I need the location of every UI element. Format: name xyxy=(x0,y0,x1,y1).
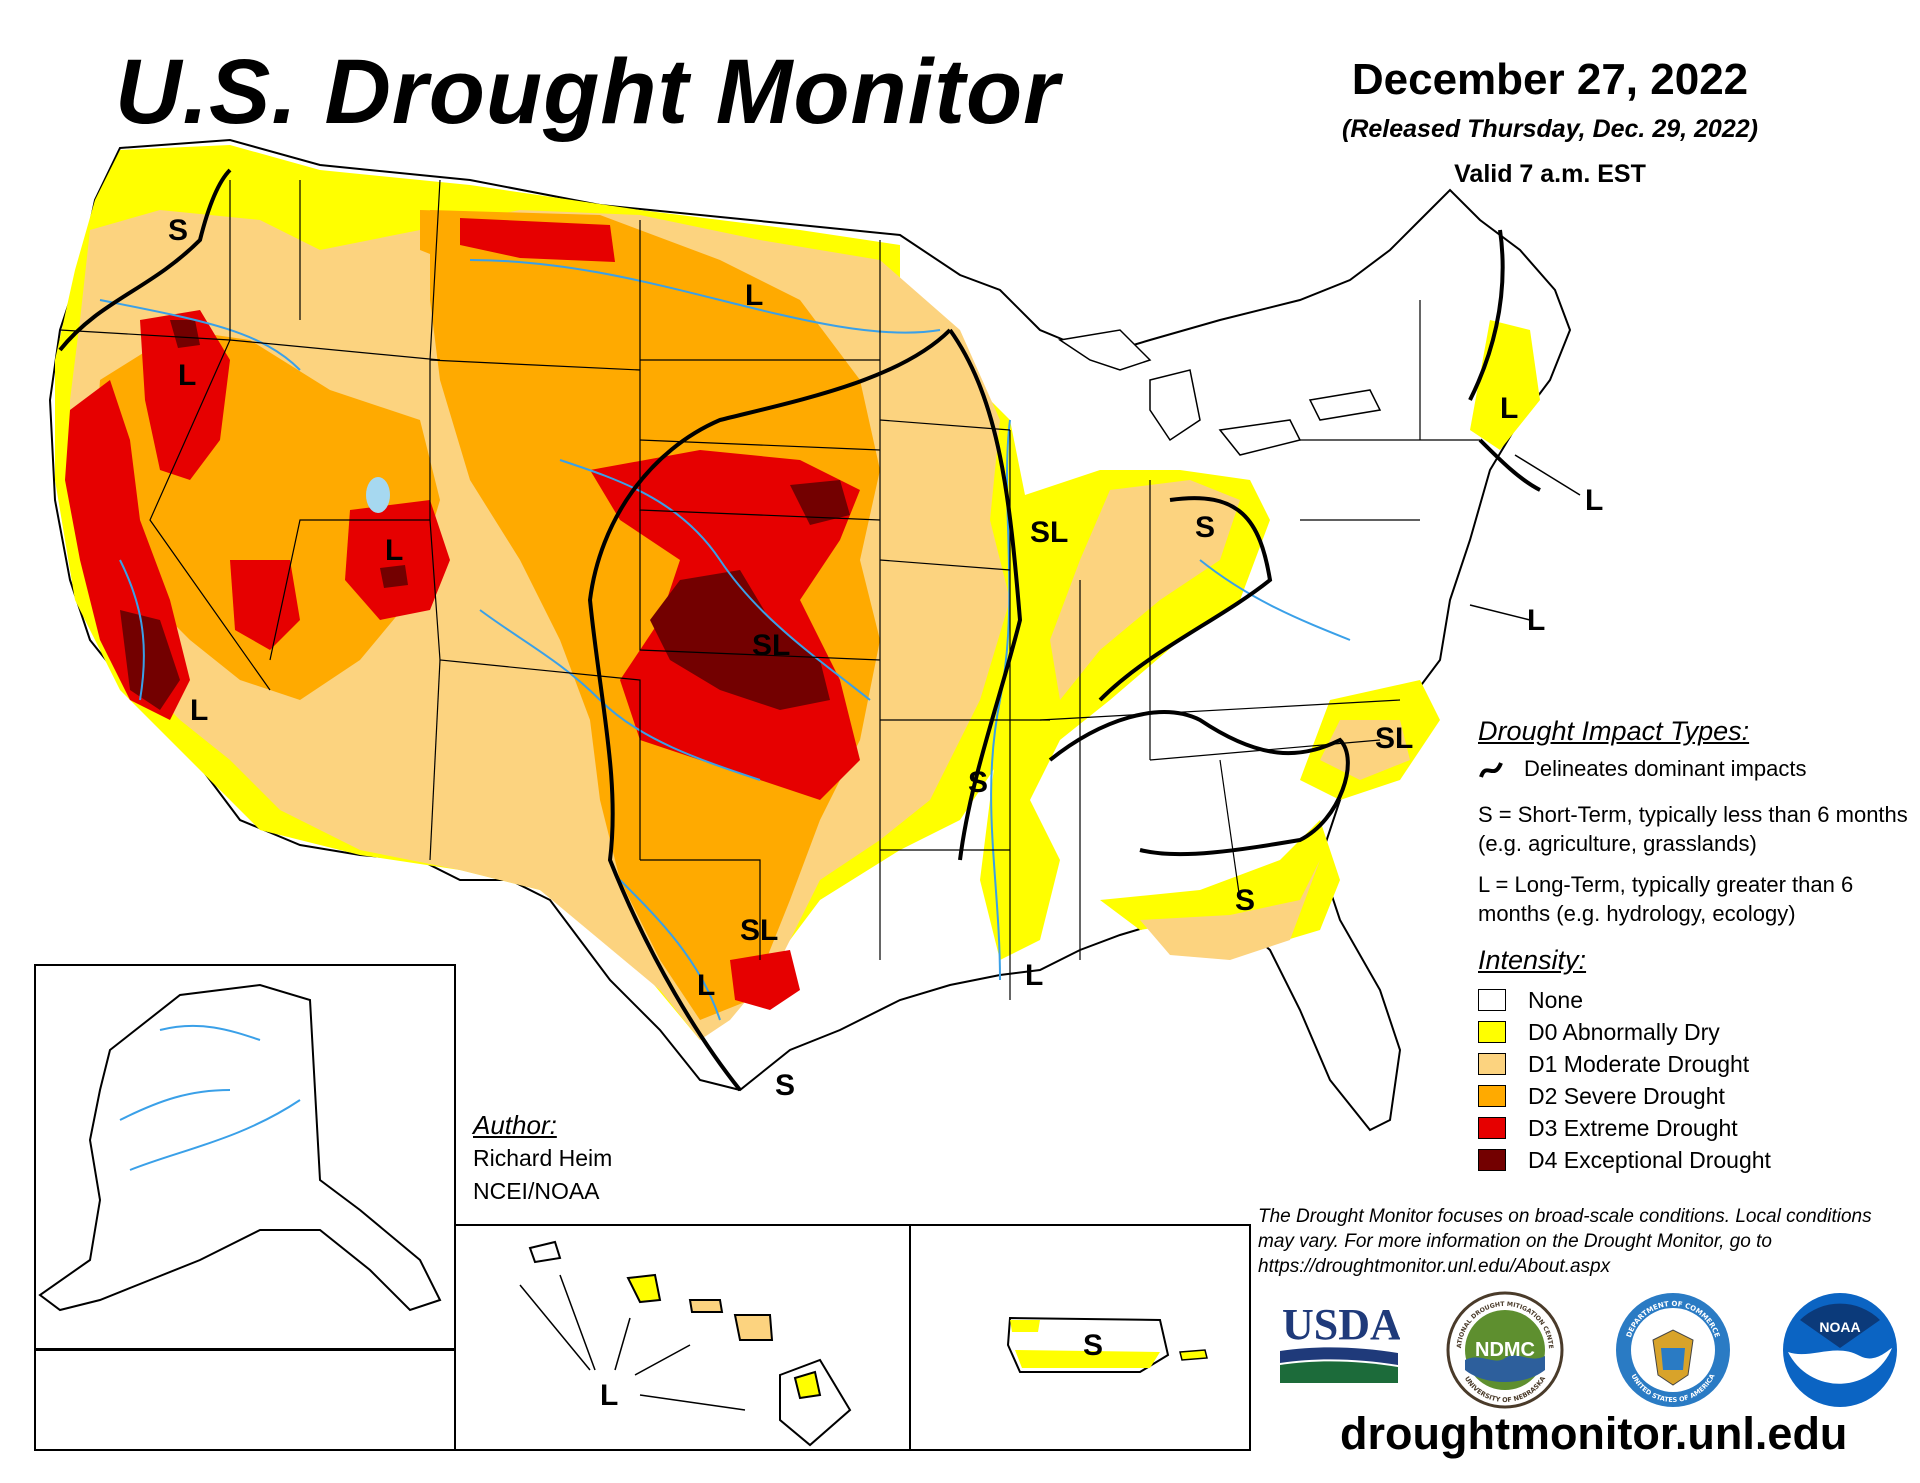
label-plains: SL xyxy=(752,629,790,662)
noaa-logo-text: NOAA xyxy=(1819,1319,1860,1335)
legend-item-d4: D4 Exceptional Drought xyxy=(1478,1146,1771,1174)
legend-item-label: D3 Extreme Drought xyxy=(1528,1114,1738,1141)
legend-swatch xyxy=(1478,1149,1506,1171)
legend-item-d0: D0 Abnormally Dry xyxy=(1478,1018,1720,1046)
label-puerto-rico: S xyxy=(1083,1329,1103,1362)
great-lakes xyxy=(1058,329,1382,456)
legend-item-d3: D3 Extreme Drought xyxy=(1478,1114,1738,1142)
legend-item-label: D4 Exceptional Drought xyxy=(1528,1146,1771,1173)
ndmc-logo-text: NDMC xyxy=(1475,1339,1535,1361)
inset-frames xyxy=(34,964,1251,1451)
d1-region-gulf xyxy=(1140,860,1320,960)
d4-region-california xyxy=(120,610,180,710)
delineation-line-icon xyxy=(1479,762,1503,778)
release-date: (Released Thursday, Dec. 29, 2022) xyxy=(1342,115,1758,143)
d3-region-utah xyxy=(345,500,450,620)
usda-logo-text: USDA xyxy=(1282,1300,1400,1349)
map-labels: S L L L L SL SL L S L S SL S S SL L L L xyxy=(168,214,1603,1102)
author-heading: Author: xyxy=(473,1110,557,1140)
legend-impact-line-label: Delineates dominant impacts xyxy=(1524,756,1807,781)
legend-item-d2: D2 Severe Drought xyxy=(1478,1082,1725,1110)
author-name: Richard Heim xyxy=(473,1145,613,1171)
website-url[interactable]: droughtmonitor.unl.edu xyxy=(1340,1408,1848,1459)
legend-item-label: None xyxy=(1528,986,1583,1013)
d3-region-texas xyxy=(730,950,800,1010)
ndmc-logo: NATIONAL DROUGHT MITIGATION CENTER UNIVE… xyxy=(1445,1290,1564,1409)
label-ne-coast2: L xyxy=(1527,604,1545,637)
label-tx-central: SL xyxy=(740,914,778,947)
hawaii-leader-lines xyxy=(519,1274,746,1411)
label-ne-coast1: L xyxy=(1585,484,1603,517)
d0-region-midwest xyxy=(980,470,1270,960)
d4-region-oregon xyxy=(170,320,200,348)
label-nd: L xyxy=(745,279,763,312)
d3-region-oregon xyxy=(140,310,230,480)
d1-region-nc xyxy=(1320,720,1410,780)
legend-long-term: L = Long-Term, typically greater than 6 … xyxy=(1478,872,1854,926)
label-ga: S xyxy=(1235,884,1255,917)
legend-item-none: None xyxy=(1478,986,1583,1014)
label-or: L xyxy=(178,359,196,392)
author-org: NCEI/NOAA xyxy=(473,1178,600,1204)
disclaimer-text: The Drought Monitor focuses on broad-sca… xyxy=(1258,1206,1872,1277)
legend-item-label: D1 Moderate Drought xyxy=(1528,1050,1750,1077)
label-ne-inland: L xyxy=(1500,392,1518,425)
legend-swatch xyxy=(1478,1053,1506,1075)
label-oh: S xyxy=(1195,511,1215,544)
legend-item-d1: D1 Moderate Drought xyxy=(1478,1050,1749,1078)
d4-region-nebraska xyxy=(790,480,850,525)
label-ca: L xyxy=(190,694,208,727)
legend-swatch xyxy=(1478,1117,1506,1139)
label-tx-coast: S xyxy=(775,1069,795,1102)
label-il: SL xyxy=(1030,516,1068,549)
d1-region-midwest xyxy=(1050,480,1240,700)
d4-region-utah xyxy=(380,565,408,588)
leader-lines xyxy=(1469,454,1581,621)
great-salt-lake xyxy=(366,477,390,513)
legend-impact-title: Drought Impact Types: xyxy=(1478,716,1750,746)
label-wa: S xyxy=(168,214,188,247)
label-ut: L xyxy=(385,534,403,567)
alaska-rivers xyxy=(119,1024,301,1171)
page-title: U.S. Drought Monitor xyxy=(115,41,1060,143)
legend-swatch xyxy=(1478,1085,1506,1107)
d4-region-plains xyxy=(650,570,830,710)
legend-swatch xyxy=(1478,989,1506,1011)
noaa-logo: NOAA xyxy=(1783,1293,1897,1407)
legend-impact-line: Delineates dominant impacts xyxy=(1478,756,1806,782)
legend-short-term: S = Short-Term, typically less than 6 mo… xyxy=(1478,802,1908,856)
d3-region-montana xyxy=(460,218,615,262)
legend-item-label: D2 Severe Drought xyxy=(1528,1082,1725,1109)
map-date: December 27, 2022 xyxy=(1351,55,1749,104)
label-la: L xyxy=(1025,959,1043,992)
label-ar: S xyxy=(968,766,988,799)
legend-swatch xyxy=(1478,1021,1506,1043)
legend-item-label: D0 Abnormally Dry xyxy=(1528,1018,1720,1045)
label-nc: SL xyxy=(1375,722,1413,755)
puerto-rico-islands xyxy=(1179,1349,1208,1361)
impact-delineation-lines xyxy=(58,168,1541,1092)
label-hawaii: L xyxy=(600,1379,618,1412)
puerto-rico-d0 xyxy=(1010,1320,1160,1368)
alaska-inset-map xyxy=(38,983,442,1312)
hawaii-inset-map xyxy=(528,1240,852,1447)
d3-region-nevada xyxy=(230,560,300,650)
valid-time: Valid 7 a.m. EST xyxy=(1454,160,1646,188)
label-tx-south: L xyxy=(697,969,715,1002)
commerce-logo: DEPARTMENT OF COMMERCE UNITED STATES OF … xyxy=(1616,1293,1730,1407)
usda-logo: USDA xyxy=(1280,1300,1400,1383)
legend-intensity-title: Intensity: xyxy=(1478,945,1587,975)
